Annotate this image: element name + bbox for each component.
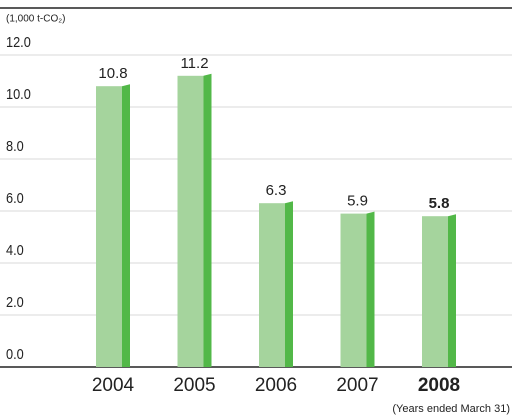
x-tick-label: 2008: [418, 375, 460, 396]
bar: [96, 86, 122, 367]
value-label: 5.8: [429, 195, 450, 212]
unit-label: (1,000 t-CO₂): [6, 14, 65, 25]
x-tick-label: 2005: [173, 375, 215, 396]
bar-side: [203, 73, 212, 368]
value-label: 6.3: [266, 182, 287, 199]
y-tick-label: 4.0: [6, 241, 24, 258]
bar: [340, 213, 367, 367]
bar-side: [366, 211, 375, 367]
x-tick-label: 2007: [336, 375, 378, 396]
bar: [422, 216, 448, 367]
value-label: 11.2: [180, 55, 208, 72]
y-tick-label: 12.0: [6, 33, 31, 50]
x-tick-label: 2006: [255, 375, 297, 396]
footnote: (Years ended March 31): [392, 403, 510, 415]
y-tick-label: 0.0: [6, 345, 24, 362]
x-tick-label: 2004: [92, 375, 135, 396]
bar-side: [448, 214, 456, 367]
y-tick-label: 10.0: [6, 85, 31, 102]
y-tick-label: 8.0: [6, 137, 24, 154]
bar-side: [122, 84, 130, 367]
bar: [177, 75, 204, 368]
y-tick-label: 2.0: [6, 293, 24, 310]
bar: [259, 203, 285, 367]
value-label: 10.8: [98, 65, 127, 82]
y-tick-label: 6.0: [6, 189, 24, 206]
value-label: 5.9: [347, 193, 368, 210]
bar-side: [285, 201, 293, 367]
